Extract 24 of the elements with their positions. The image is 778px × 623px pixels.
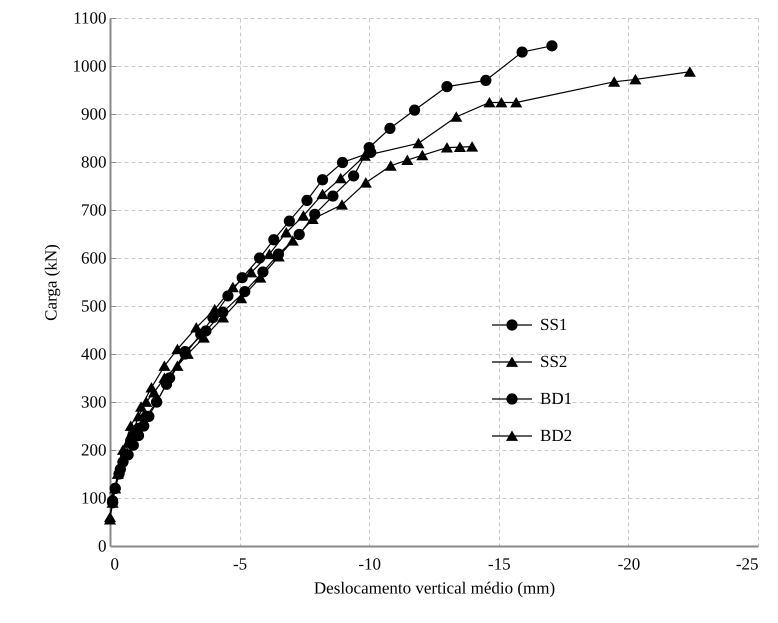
y-tick-label: 300 [81,392,106,412]
y-tick-label: 200 [81,440,106,460]
y-tick-label: 800 [81,152,106,172]
y-axis-title: Carga (kN) [42,244,60,321]
legend-label: BD2 [540,426,572,445]
x-tick-label: -25 [736,554,758,574]
y-tick-label: 700 [81,200,106,220]
y-tick-label: 500 [81,296,106,316]
y-tick-label: 100 [81,488,106,508]
x-axis-title: Deslocamento vertical médio (mm) [314,578,556,598]
y-tick-label: 400 [81,344,106,364]
x-tick-label: 0 [110,554,119,574]
legend-label: SS2 [540,352,568,371]
x-tick-label: -15 [488,554,511,574]
x-tick-label: -5 [233,554,248,574]
y-tick-label: 900 [81,104,106,124]
y-tick-label: 1100 [73,8,106,28]
y-tick-label: 1000 [72,56,106,76]
legend-label: BD1 [540,389,572,408]
x-tick-label: -20 [618,554,640,574]
y-tick-label: 600 [81,248,106,268]
legend-label: SS1 [540,315,568,334]
y-tick-label: 0 [98,536,106,556]
x-tick-label: -10 [358,554,382,574]
